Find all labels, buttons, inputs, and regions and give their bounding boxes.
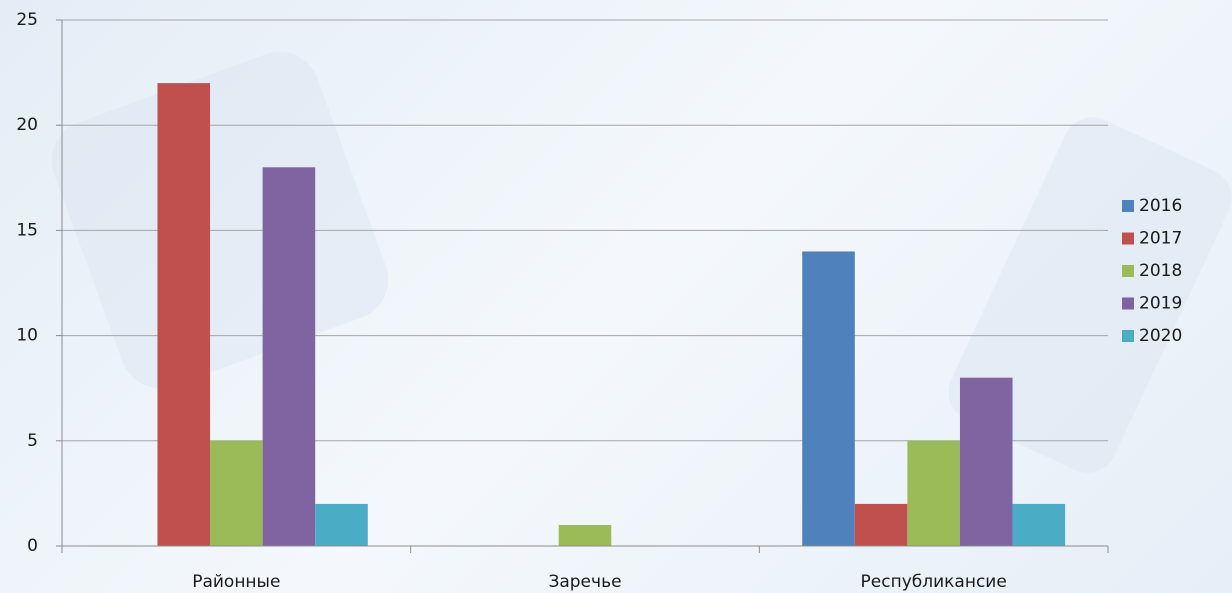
bar (263, 167, 316, 546)
bar (210, 441, 263, 546)
legend-swatch (1122, 330, 1134, 342)
bar (960, 378, 1013, 546)
y-tick-label: 20 (16, 115, 38, 135)
legend-label: 2018 (1139, 261, 1182, 281)
y-tick-label: 0 (27, 536, 38, 556)
legend-label: 2017 (1139, 229, 1182, 249)
y-tick-label: 10 (16, 326, 38, 346)
legend-label: 2020 (1139, 326, 1182, 346)
background-icon (41, 41, 400, 400)
y-tick-label: 25 (16, 10, 38, 30)
legend-swatch (1122, 233, 1134, 245)
x-tick-label: Районные (192, 572, 280, 592)
bar (907, 441, 960, 546)
y-tick-label: 15 (16, 220, 38, 240)
legend-swatch (1122, 298, 1134, 310)
bar (157, 83, 210, 546)
bar (559, 525, 612, 546)
legend-label: 2019 (1139, 294, 1182, 314)
x-tick-label: Заречье (548, 572, 621, 592)
bar (855, 504, 908, 546)
chart: 0 5 10 15 20 25 Районные Заречье Республикансие 2… (0, 0, 1232, 593)
legend-swatch (1122, 200, 1134, 212)
y-tick-label: 5 (27, 431, 38, 451)
bar (315, 504, 368, 546)
legend-swatch (1122, 265, 1134, 277)
bar (1013, 504, 1066, 546)
bar (802, 251, 855, 546)
legend-label: 2016 (1139, 196, 1182, 216)
x-tick-label: Республикансие (861, 572, 1007, 592)
